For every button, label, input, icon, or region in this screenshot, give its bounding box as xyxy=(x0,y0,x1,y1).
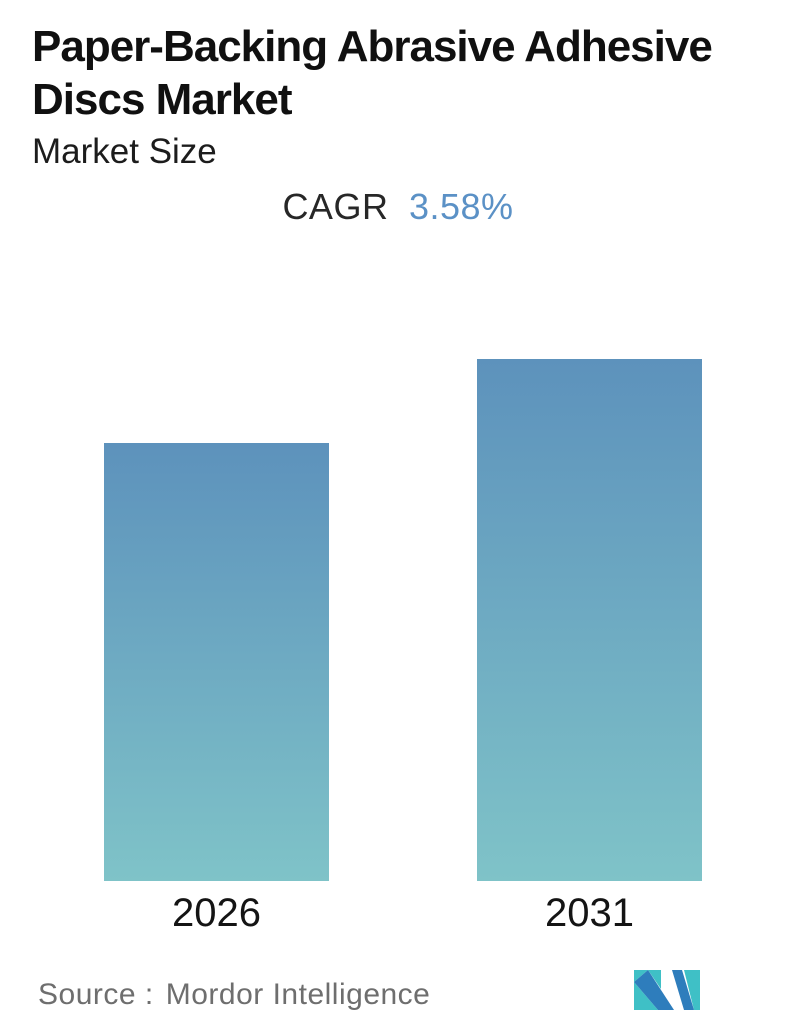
mordor-intelligence-logo-icon xyxy=(634,970,700,1010)
chart-title-line-2: Discs Market xyxy=(32,75,292,124)
bar-2031 xyxy=(477,359,702,881)
chart-title: Paper-Backing Abrasive Adhesive Discs Ma… xyxy=(32,20,762,126)
cagr-annotation: CAGR 3.58% xyxy=(0,186,796,228)
x-axis-label-2026: 2026 xyxy=(172,891,261,935)
x-axis-label-2031: 2031 xyxy=(545,891,634,935)
source-value: Mordor Intelligence xyxy=(165,978,431,1011)
bar-2026 xyxy=(104,443,329,881)
chart-subtitle: Market Size xyxy=(32,132,217,171)
cagr-label: CAGR xyxy=(282,186,389,227)
source-label: Source : xyxy=(38,978,154,1011)
cagr-value: 3.58% xyxy=(408,186,514,227)
chart-title-line-1: Paper-Backing Abrasive Adhesive xyxy=(32,22,713,71)
footer: Source : Mordor Intelligence xyxy=(0,968,796,1016)
source-line: Source : Mordor Intelligence xyxy=(38,978,430,1012)
